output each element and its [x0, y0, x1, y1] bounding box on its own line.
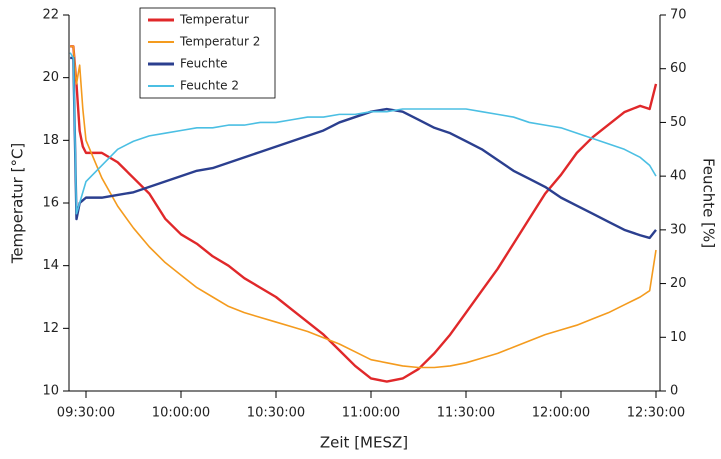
x-tick-label: 11:00:00 [342, 406, 400, 421]
x-tick-label: 10:30:00 [247, 406, 305, 421]
legend-box [139, 7, 276, 99]
legend-label: Temperatur 2 [179, 35, 260, 49]
x-tick-label: 09:30:00 [57, 406, 115, 421]
legend-label: Feuchte 2 [180, 79, 239, 93]
x-tick-label: 12:00:00 [532, 406, 590, 421]
y-tick-label: 14 [42, 258, 59, 273]
x-axis-title: Zeit [MESZ] [320, 434, 408, 452]
y-tick-label: 16 [42, 196, 59, 211]
x-tick-label: 11:30:00 [437, 406, 495, 421]
x-tick-label: 12:30:00 [627, 406, 685, 421]
y-axis-title: Temperatur [°C] [9, 143, 27, 265]
y2-tick-label: 10 [670, 330, 687, 345]
y-tick-label: 10 [42, 384, 59, 399]
y-tick-label: 18 [42, 133, 59, 148]
y2-tick-label: 50 [670, 115, 687, 130]
series-line [70, 45, 658, 383]
y2-tick-label: 0 [670, 384, 678, 399]
y-tick-label: 12 [42, 321, 59, 336]
y2-tick-label: 40 [670, 169, 687, 184]
y2-tick-label: 30 [670, 222, 687, 237]
y2-tick-label: 60 [670, 61, 687, 76]
series-line [70, 56, 657, 240]
y2-axis-title: Feuchte [%] [700, 158, 718, 248]
y-tick-label: 22 [42, 8, 59, 23]
y2-tick-label: 20 [670, 276, 687, 291]
y-tick-label: 20 [42, 70, 59, 85]
y2-tick-label: 70 [670, 8, 687, 23]
x-tick-label: 10:00:00 [152, 406, 210, 421]
legend-label: Temperatur [179, 13, 249, 27]
legend-label: Feuchte [180, 57, 228, 71]
series-line [70, 45, 657, 369]
series-line [69, 52, 657, 215]
